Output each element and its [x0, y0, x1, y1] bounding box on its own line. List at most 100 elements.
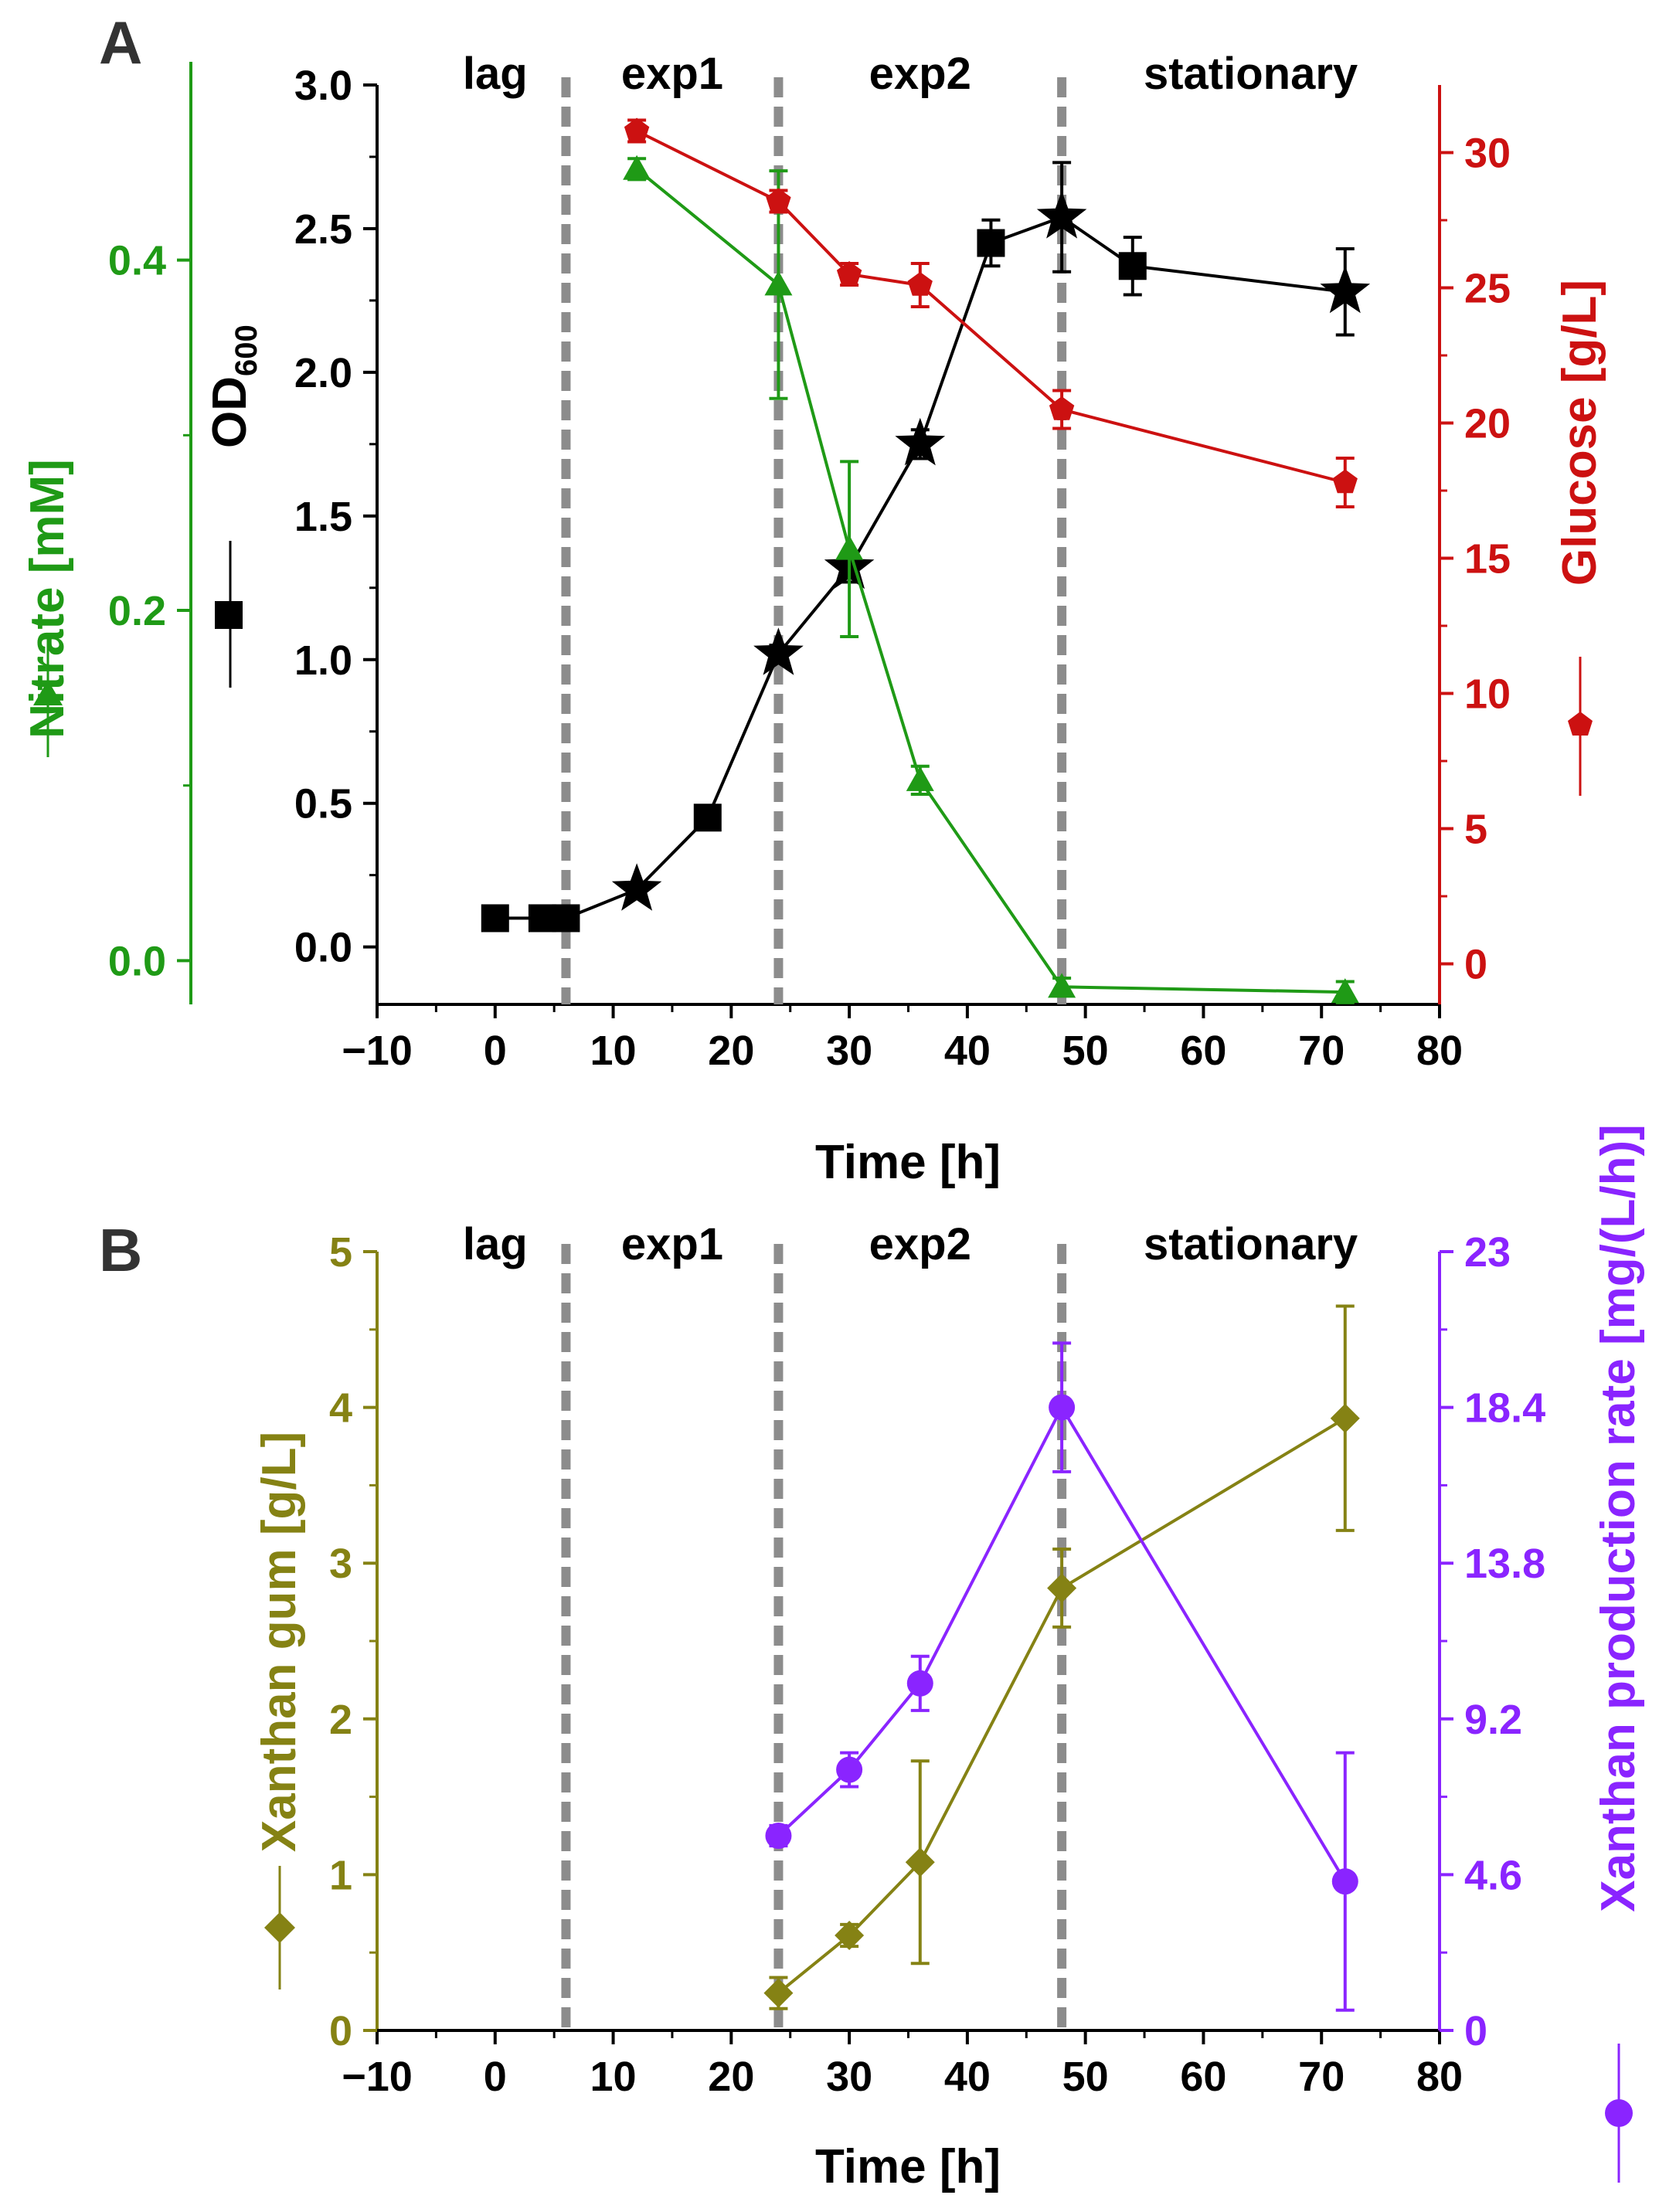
panel-b-x-tick-label: 60 [1180, 2054, 1226, 2100]
svg-text:OD600: OD600 [203, 324, 263, 448]
od-axis-label: OD [203, 376, 257, 448]
panel-a-od-tick-label: 0.5 [294, 781, 352, 827]
panel-a-glucose-tick-label: 25 [1464, 266, 1511, 312]
panel-a-glucose-tick-label: 15 [1464, 536, 1511, 583]
xanthan-axis-label: Xanthan gum [g/L] [253, 1432, 306, 1852]
panel-b-x-tick-label: 0 [484, 2054, 507, 2100]
panel-a-nitrate-series-point [623, 155, 651, 180]
xanthan-legend-diamond-icon [264, 1912, 295, 1943]
panel-b-x-axis-title: Time [h] [815, 2140, 1001, 2193]
panel-b-xanthan-series-point [1330, 1403, 1360, 1433]
panel-b-x-tick-label: 10 [590, 2054, 637, 2100]
panel-b-rate-series-point [765, 1823, 792, 1849]
panel-a-x-tick-label: 30 [826, 1028, 872, 1074]
panel-a-glucose-series-point [624, 117, 650, 142]
panel-a-od-tick-label: 2.5 [294, 206, 352, 253]
panel-b-xanthan-tick-label: 5 [329, 1229, 352, 1276]
panel-a-od-series-line [495, 215, 1346, 920]
panel-a-od-series-point [528, 904, 556, 933]
panel-b-x-tick-label: 50 [1062, 2054, 1109, 2100]
panel-a-od-tick-label: 3.0 [294, 63, 352, 109]
panel-b-x-tick-label: 40 [944, 2054, 991, 2100]
glucose-axis-label: Glucose [g/L] [1553, 280, 1606, 586]
panel-a-glucose-series-point [1332, 469, 1358, 494]
panel-b-xanthan-tick-label: 2 [329, 1697, 352, 1743]
panel-a-od-series-point [895, 417, 946, 466]
panel-b-phase-label: exp2 [869, 1219, 971, 1269]
panel-a-glucose-tick-label: 10 [1464, 671, 1511, 718]
panel-a-nitrate-tick-label: 0.2 [108, 588, 166, 634]
panel-b-xanthan-axis-title: Xanthan gum [g/L] [253, 1432, 306, 1989]
panel-a-phase-label: stationary [1144, 49, 1358, 99]
panel-a-x-tick-label: 40 [944, 1028, 991, 1074]
glucose-legend-pentagon-icon [1568, 712, 1593, 736]
panel-a-x-tick-label: −10 [342, 1028, 413, 1074]
panel-a-od-series-point [481, 904, 509, 933]
panel-b-xanthan-tick-label: 0 [329, 2008, 352, 2054]
panel-a-od-series-point [552, 904, 580, 933]
nitrate-legend-triangle-icon [33, 680, 63, 705]
panel-b-rate-series-point [836, 1756, 863, 1783]
panel-a-glucose-series-point [836, 261, 862, 285]
panel-b-xanthan-tick-label: 3 [329, 1541, 352, 1587]
panel-b-rate-tick-label: 9.2 [1464, 1697, 1522, 1743]
panel-a-od-series-point [1320, 265, 1371, 314]
panel-a-glucose-tick-label: 30 [1464, 131, 1511, 177]
panel-b: B −10 0 10 20 30 40 50 60 70 8001234504.69.213.81… [99, 1124, 1645, 2193]
od-legend-square-icon [215, 601, 243, 629]
panel-a-x-tick-label: 10 [590, 1028, 637, 1074]
rate-legend-circle-icon [1605, 2099, 1633, 2127]
panel-b-letter: B [99, 1216, 142, 1284]
panel-a-od-series-point [753, 627, 804, 675]
panel-a-od-series-point [693, 804, 722, 832]
panel-a-glucose-series-point [1049, 396, 1075, 420]
panel-b-rate-tick-label: 0 [1464, 2008, 1487, 2054]
panel-b-xanthan-tick-label: 4 [329, 1385, 352, 1432]
panel-a-od-tick-label: 2.0 [294, 350, 352, 396]
panel-b-x-tick-label: 70 [1298, 2054, 1345, 2100]
panel-a-nitrate-series-point [1048, 973, 1076, 998]
panel-a-od-series-point [1118, 252, 1147, 280]
panel-a-phase-label: lag [463, 49, 528, 99]
panel-b-rate-tick-label: 23 [1464, 1229, 1511, 1276]
panel-a-od-series-point [611, 863, 662, 911]
od-axis-label-subscript: 600 [229, 324, 263, 376]
panel-b-rate-tick-label: 4.6 [1464, 1852, 1522, 1898]
panel-a-letter: A [99, 8, 142, 76]
panel-a-x-tick-label: 60 [1180, 1028, 1226, 1074]
panel-a-x-axis-title: Time [h] [815, 1136, 1001, 1189]
panel-b-x-tick-label: 80 [1416, 2054, 1463, 2100]
panel-a-glucose-series-point [907, 272, 933, 296]
panel-a-nitrate-series-point [835, 535, 864, 560]
panel-a-od-series-point [977, 229, 1005, 257]
panel-b-rate-tick-label: 18.4 [1464, 1385, 1545, 1432]
panel-a-phase-label: exp2 [869, 49, 971, 99]
panel-a-glucose-series-line [636, 129, 1346, 484]
panel-b-phase-label: exp1 [621, 1219, 723, 1269]
panel-a-x-tick-label: 20 [708, 1028, 754, 1074]
panel-a-x-tick-label: 50 [1062, 1028, 1109, 1074]
panel-b-rate-series-point [906, 1670, 933, 1697]
panel-a: A −10 0 10 20 30 40 50 60 70 800.00.51.01.52.02.5… [21, 8, 1606, 1189]
panel-b-rate-series-point [1331, 1868, 1358, 1895]
panel-a-glucose-axis-title: Glucose [g/L] [1553, 280, 1606, 796]
panel-a-glucose-tick-label: 20 [1464, 401, 1511, 447]
panel-b-x-tick-label: −10 [342, 2054, 413, 2100]
panel-b-phase-label: stationary [1144, 1219, 1358, 1269]
panel-b-xanthan-series-point [763, 1978, 794, 2008]
panel-a-nitrate-series-line [635, 168, 1345, 994]
panel-b-x-tick-label: 20 [708, 2054, 754, 2100]
panel-a-x-tick-label: 70 [1298, 1028, 1345, 1074]
panel-b-x-tick-label: 30 [826, 2054, 872, 2100]
panel-a-od-axis-title: OD600 [203, 324, 263, 688]
panel-a-x-tick-label: 0 [484, 1028, 507, 1074]
panel-a-nitrate-series-point [1331, 978, 1359, 1004]
panel-b-rate-series-point [1049, 1394, 1076, 1421]
panel-a-glucose-tick-label: 0 [1464, 942, 1487, 988]
panel-a-od-tick-label: 0.0 [294, 925, 352, 971]
rate-axis-label: Xanthan production rate [mg/(L/h)] [1592, 1124, 1645, 1912]
panel-a-phase-label: exp1 [621, 49, 723, 99]
panel-b-xanthan-tick-label: 1 [329, 1852, 352, 1898]
panel-b-phase-label: lag [463, 1219, 528, 1269]
